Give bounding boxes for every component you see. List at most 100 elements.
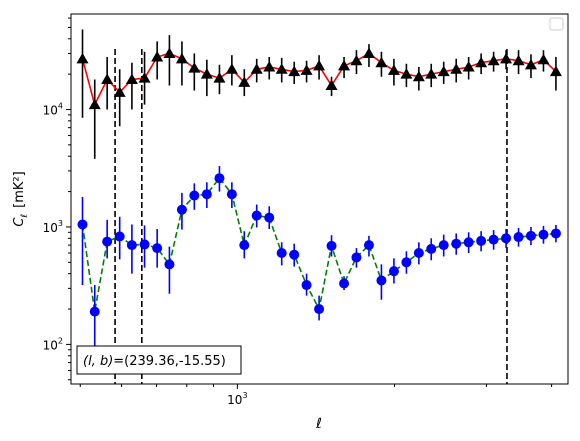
series-0-point-25 [387, 64, 400, 75]
series-1-point-13 [239, 240, 250, 251]
series-1-point-25 [388, 266, 399, 277]
x-tick-label-exp-0: 3 [242, 391, 247, 400]
y-tick-label-exp-2: 4 [58, 101, 63, 110]
series-0-point-29 [437, 65, 450, 77]
series-1-point-26 [401, 257, 412, 268]
series-1-point-28 [426, 243, 437, 254]
y-tick-label-exp-1: 3 [58, 219, 63, 228]
series-1-point-15 [264, 212, 275, 223]
series-0-point-35 [512, 54, 525, 66]
series-1-point-27 [413, 247, 424, 258]
series-1-point-4 [126, 240, 137, 251]
series-0-point-21 [338, 59, 351, 71]
y-tick-label-base-0: 10 [43, 338, 58, 352]
series-0-point-1 [88, 98, 101, 110]
series-1-point-7 [164, 259, 175, 270]
series-0-point-20 [325, 79, 338, 91]
x-tick-label-0: 103 [227, 391, 247, 407]
series-1-point-0 [77, 219, 88, 230]
series-0-point-26 [400, 68, 413, 79]
series-0-point-36 [524, 58, 537, 70]
series-1-point-12 [226, 189, 237, 200]
series-0-point-28 [425, 68, 438, 79]
series-0-point-23 [362, 47, 375, 58]
y-axis-label-sub: ℓ [20, 214, 30, 219]
series-1-point-29 [438, 240, 449, 251]
series-1-point-19 [314, 304, 325, 315]
series-1-point-30 [451, 238, 462, 249]
series-1-point-24 [376, 275, 387, 286]
series-0-point-15 [263, 60, 276, 72]
series-0-point-11 [213, 72, 226, 83]
series-1-point-37 [538, 229, 549, 240]
series-0-point-13 [238, 76, 251, 87]
series-1-point-17 [289, 249, 300, 260]
y-tick-label-2: 104 [43, 101, 63, 117]
series-0-point-18 [300, 64, 313, 75]
x-tick-label-base-0: 10 [227, 393, 242, 407]
series-0-point-38 [549, 65, 562, 77]
series-0-point-19 [313, 59, 326, 71]
series-0-point-27 [412, 70, 425, 82]
series-0-point-30 [450, 63, 463, 74]
series-0-point-32 [475, 56, 488, 68]
series-0-point-37 [537, 53, 550, 65]
series-1-point-38 [550, 228, 561, 239]
series-1-point-35 [513, 232, 524, 243]
y-tick-label-1: 103 [43, 219, 63, 235]
y-tick-label-0: 102 [43, 336, 63, 352]
series-1-point-2 [102, 236, 113, 247]
series-0-point-22 [350, 54, 363, 66]
series-1 [77, 166, 561, 348]
series-1-point-34 [501, 233, 512, 244]
series-layer [76, 29, 562, 348]
series-0-point-2 [101, 73, 114, 84]
series-1-point-22 [351, 252, 362, 263]
series-0-point-7 [163, 47, 176, 58]
y-tick-label-base-1: 10 [43, 221, 58, 235]
vertical-reference-lines [114, 49, 508, 384]
series-1-point-3 [114, 231, 125, 242]
series-0-point-6 [151, 50, 164, 62]
series-0-point-3 [113, 86, 126, 97]
annotation-value: =(239.36,-15.55) [113, 354, 226, 369]
series-1-point-21 [339, 278, 350, 289]
series-0-point-4 [125, 73, 138, 84]
series-1-point-31 [463, 237, 474, 248]
series-1-point-23 [363, 240, 374, 251]
series-0-point-5 [138, 72, 151, 83]
y-axis-label-main: C [12, 217, 27, 227]
series-0-point-8 [175, 52, 188, 64]
series-0 [76, 29, 562, 159]
annotation-lb: (l, b) [83, 354, 113, 369]
plot-frame [70, 13, 569, 385]
series-1-point-9 [189, 190, 200, 201]
series-1-point-11 [214, 173, 225, 184]
series-0-point-33 [487, 54, 500, 66]
series-1-point-18 [301, 280, 312, 291]
y-axis-label: Cℓ [mK²] [12, 171, 30, 226]
series-0-point-31 [462, 60, 475, 72]
series-0-point-0 [76, 52, 89, 64]
series-1-point-32 [476, 235, 487, 246]
y-axis-label-unit: [mK²] [12, 171, 27, 208]
series-1-point-14 [251, 210, 262, 221]
series-1-point-16 [276, 247, 287, 258]
series-1-point-10 [201, 189, 212, 200]
series-1-point-33 [488, 234, 499, 245]
series-0-point-12 [225, 63, 238, 74]
series-0-point-9 [188, 62, 201, 73]
series-0-point-34 [500, 52, 513, 64]
annotation-box [76, 345, 242, 375]
series-0-point-17 [288, 65, 301, 77]
y-tick-label-exp-0: 2 [58, 336, 63, 345]
series-0-point-24 [375, 56, 388, 68]
series-0-point-10 [200, 68, 213, 79]
series-1-point-5 [139, 239, 150, 250]
y-tick-label-base-2: 10 [43, 103, 58, 117]
annotation-text: (l, b)=(239.36,-15.55) [83, 354, 226, 369]
series-1-point-1 [89, 306, 100, 317]
series-1-point-36 [525, 230, 536, 241]
